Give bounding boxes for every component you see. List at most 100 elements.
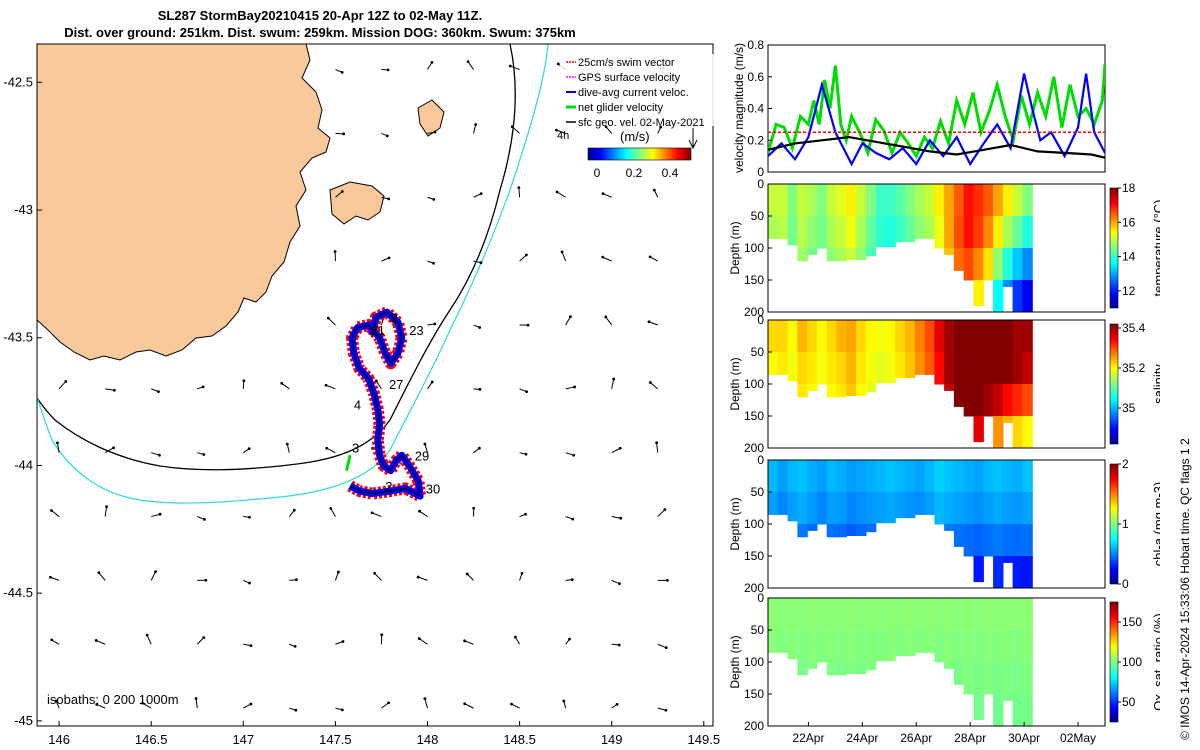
salinity-cells (768, 320, 1033, 448)
track-day-label-7: 2 (385, 479, 392, 494)
salinity-cell (826, 352, 838, 385)
temperature-cell (865, 184, 877, 217)
sfc-velocity-arrowhead-22 (202, 636, 206, 640)
sfc-velocity-arrowhead-108 (618, 446, 622, 450)
map-x-tick-label-3: 147.5 (319, 732, 352, 745)
sfc-velocity-arrow-3 (50, 576, 60, 581)
sfc-velocity-arrowhead-72 (479, 261, 483, 265)
sfc-velocity-arrowhead-88 (520, 572, 524, 575)
oxygen-background (768, 598, 1105, 726)
oxygen-cell (846, 662, 857, 674)
sfc-velocity-arrowhead-114 (659, 125, 663, 129)
sfc-velocity-arrowhead-41 (324, 383, 328, 387)
temperature-cell (768, 184, 779, 217)
track-day-labels: 21 23 2 27 4 3 29 2 30 (352, 310, 440, 496)
sfc-velocity-arrow-7 (104, 447, 114, 454)
temperature-cell (944, 184, 955, 217)
chlorophyll-cell (953, 524, 965, 547)
salinity-cell (1012, 352, 1023, 385)
sfc-velocity-arrowhead-25 (247, 447, 251, 451)
chlorophyll-cell (963, 524, 975, 557)
salinity-cell (856, 320, 867, 353)
chlorophyll-cell (846, 524, 857, 536)
velocity-series-2 (768, 135, 1105, 159)
temperature-cell (885, 184, 896, 217)
sfc-velocity-arrowhead-56 (380, 633, 384, 637)
salinity-cell (944, 384, 955, 391)
sfc-velocity-arrowhead-95 (569, 315, 572, 318)
map-title-line-2: Dist. over ground: 251km. Dist. swum: 25… (64, 25, 576, 40)
salinity-cell (993, 384, 1004, 417)
temperature-cell (797, 248, 808, 262)
chlorophyll-cell (846, 492, 857, 525)
temperature-colorbar (1109, 187, 1119, 309)
temperature-cell (807, 184, 818, 217)
oxygen-y-tick-label-0: 0 (757, 591, 764, 605)
sfc-velocity-arrow-110 (611, 579, 620, 585)
sfc-velocity-arrowhead-77 (465, 572, 469, 576)
temperature-cell (875, 216, 886, 248)
chlorophyll-cell (875, 460, 886, 493)
sfc-velocity-arrowhead-2 (50, 509, 53, 512)
salinity-cell (953, 320, 965, 353)
sfc-velocity-arrowhead-75 (477, 446, 481, 450)
temperature-cell (963, 216, 975, 249)
velocity-y-tick-label-1: 0.2 (747, 133, 764, 147)
chlorophyll-cell (768, 460, 779, 493)
sfc-velocity-arrow-44 (334, 571, 339, 581)
oxygen-cell (993, 598, 1004, 631)
sfc-velocity-arrowhead-109 (619, 516, 623, 520)
chlorophyll-cell (826, 492, 838, 525)
salinity-cell (973, 352, 984, 385)
time-x-tick-label-0: 22Apr (792, 731, 824, 745)
oxygen-cell (777, 630, 789, 653)
temperature-cell (1012, 184, 1023, 217)
sfc-velocity-arrowhead-94 (560, 250, 564, 254)
sfc-velocity-arrowhead-107 (612, 377, 616, 381)
salinity-cell (768, 320, 779, 353)
salinity-cell (875, 352, 886, 384)
sfc-velocity-arrow-8 (104, 506, 108, 517)
sfc-velocity-arrow-6 (105, 388, 115, 391)
oxygen-y-tick-label-2: 100 (744, 655, 764, 669)
chlorophyll-y-tick-label-3: 150 (744, 549, 764, 563)
sfc-velocity-arrow-96 (565, 386, 575, 390)
track-day-label-3: 27 (389, 377, 403, 392)
salinity-cell (797, 352, 808, 385)
salinity-cell (1022, 320, 1033, 353)
sfc-velocity-arrow-64 (424, 443, 428, 453)
oxygen-cell (983, 598, 994, 631)
sfc-velocity-arrow-94 (561, 251, 567, 262)
salinity-cell (875, 320, 886, 353)
temperature-clabel: temperature (°C) (1151, 200, 1160, 297)
chlorophyll-frame (767, 459, 1106, 589)
glider-track (344, 306, 427, 503)
chlorophyll-cell (914, 492, 926, 515)
velocity-panel: 0 0.2 0.4 0.6 0.8 velocity magnitude (m/s) (732, 38, 1106, 179)
oxygen-cell (797, 630, 808, 663)
temperature-cell (826, 216, 838, 249)
sfc-velocity-arrow-90 (511, 703, 520, 709)
salinity-cell (787, 320, 798, 353)
salinity-cell (787, 352, 798, 382)
sfc-velocity-arrowhead-38 (340, 190, 344, 193)
velocity-y-tick-label-0: 0 (757, 165, 764, 179)
chlorophyll-cell (846, 460, 857, 493)
sfc-velocity-arrow-95 (565, 316, 571, 326)
sfc-velocity-arrowhead-93 (555, 190, 559, 194)
chlorophyll-cell (865, 524, 877, 533)
chlorophyll-cell (973, 524, 984, 557)
sfc-velocity-arrowhead-66 (416, 575, 420, 579)
salinity-cell (768, 352, 779, 375)
oxygen-cell (983, 630, 994, 663)
sfc-velocity-arrow-2 (51, 510, 60, 517)
sfc-velocity-arrow-83 (519, 254, 527, 262)
sfc-velocity-arrow-31 (286, 443, 290, 453)
sfc-velocity-arrow-15 (150, 571, 156, 581)
sfc-velocity-arrowhead-21 (204, 578, 208, 582)
sfc-velocity-arrowhead-0 (64, 380, 68, 383)
salinity-cell (963, 384, 975, 417)
oxygen-cell (768, 598, 779, 631)
oxygen-cell (1022, 630, 1033, 663)
temperature-cell (934, 216, 945, 249)
